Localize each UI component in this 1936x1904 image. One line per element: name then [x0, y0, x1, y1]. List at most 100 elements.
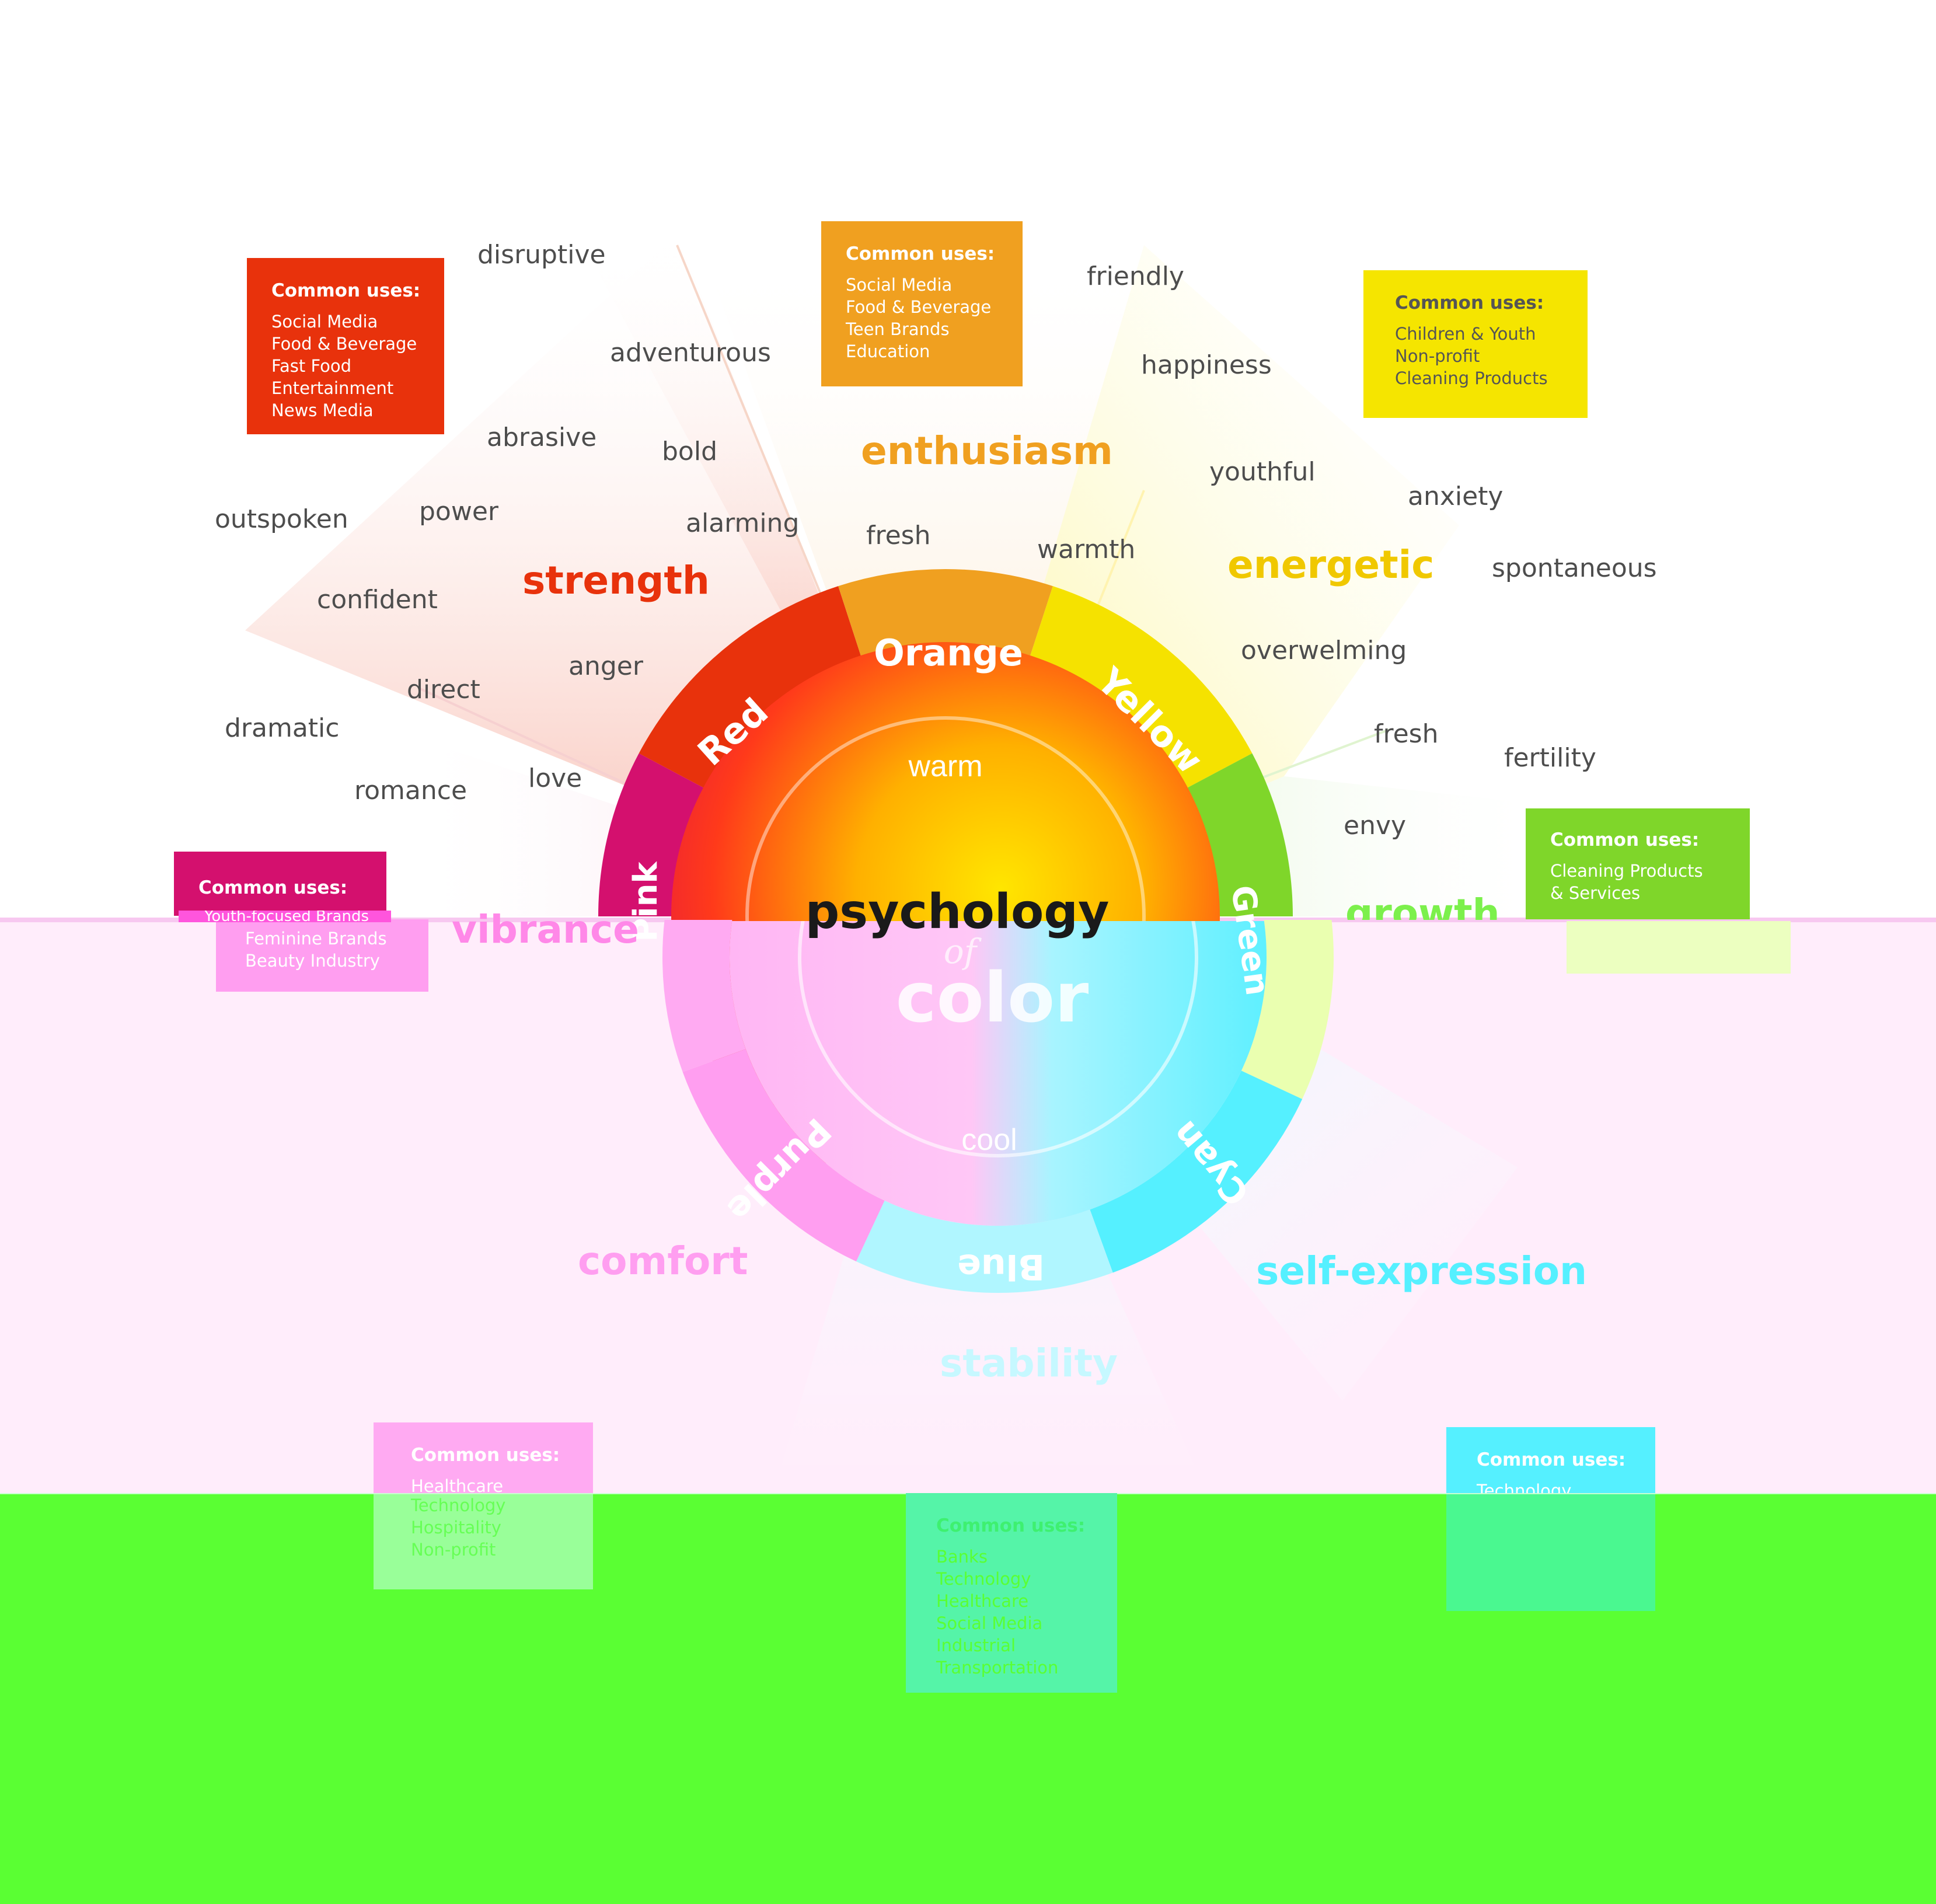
word-abrasive: abrasive	[487, 423, 597, 452]
uses-item: Education	[846, 341, 930, 361]
uses-item: Social Media	[846, 275, 953, 295]
uses-box-cyan: Common uses: Technology	[1446, 1427, 1655, 1501]
segment-label-blue: Blue	[957, 1246, 1045, 1287]
ring-lower	[662, 920, 1334, 1293]
uses-item: & Services	[1550, 883, 1641, 903]
ring-segment-cyan	[1090, 1070, 1303, 1273]
keyword-energetic: energetic	[1227, 542, 1435, 587]
uses-box-red: Common uses: Social Media Food & Beverag…	[247, 258, 444, 434]
title-color: color	[896, 957, 1089, 1038]
uses-item: Social Media	[936, 1613, 1043, 1633]
uses-item: Cleaning Products	[1395, 368, 1548, 388]
uses-box-pink-glitch-strip: Youth-focused Brands	[179, 911, 391, 922]
uses-header: Common uses:	[1550, 829, 1700, 850]
uses-item: Beauty Industry	[245, 951, 380, 971]
ring-segment-yellow	[1028, 586, 1253, 791]
uses-item: Transportation	[936, 1658, 1059, 1678]
cool-label: cool	[961, 1123, 1017, 1157]
uses-box-green: Common uses: Cleaning Products & Service…	[1526, 808, 1750, 919]
keyword-comfort: comfort	[578, 1239, 748, 1284]
uses-item: Children & Youth	[1395, 324, 1536, 344]
uses-item: Feminine Brands	[245, 929, 387, 948]
uses-item: Fast Food	[271, 356, 352, 376]
uses-box-green-glitch	[1567, 921, 1791, 974]
ring-segment-orange	[838, 569, 1053, 661]
uses-item: Non-profit	[411, 1540, 496, 1560]
uses-box-cyan-lower	[1446, 1494, 1655, 1611]
word-fresh-orange: fresh	[866, 521, 931, 550]
uses-header: Common uses:	[846, 243, 995, 264]
word-envy: envy	[1344, 811, 1407, 841]
word-spontaneous: spontaneous	[1492, 553, 1657, 583]
word-direct: direct	[407, 675, 480, 705]
ring-segment-blue	[856, 1200, 1113, 1293]
word-love: love	[528, 763, 582, 793]
word-fresh-green: fresh	[1374, 719, 1439, 749]
ring-upper	[598, 569, 1293, 916]
uses-item: Teen Brands	[846, 319, 950, 339]
ring-segment-green	[1182, 753, 1293, 916]
uses-box-orange: Common uses: Social Media Food & Beverag…	[821, 221, 1023, 386]
uses-item: Industrial	[936, 1636, 1016, 1655]
word-warmth: warmth	[1037, 535, 1136, 564]
keyword-stability: stability	[940, 1341, 1118, 1386]
keyword-strength: strength	[522, 558, 710, 603]
uses-box-yellow: Common uses: Children & Youth Non-profit…	[1363, 270, 1588, 418]
uses-header: Common uses:	[936, 1515, 1086, 1536]
keyword-self-expression: self-expression	[1256, 1249, 1588, 1293]
word-alarming: alarming	[686, 508, 800, 538]
wheel-core-cool	[730, 921, 1267, 1226]
ring-segment-pink	[598, 753, 709, 916]
word-happiness: happiness	[1141, 350, 1272, 380]
uses-item: Food & Beverage	[271, 334, 417, 354]
uses-item: Hospitality	[411, 1518, 501, 1537]
uses-header: Common uses:	[198, 877, 348, 898]
uses-item: Non-profit	[1395, 346, 1480, 366]
segment-label-pink: Pink	[627, 861, 665, 942]
word-overwelming: overwelming	[1241, 636, 1407, 665]
word-confident: confident	[317, 585, 438, 615]
uses-header: Common uses:	[1477, 1449, 1626, 1470]
ring-segment-purple	[682, 1049, 885, 1262]
uses-header: Common uses:	[411, 1445, 560, 1466]
segment-label-orange: Orange	[874, 632, 1023, 674]
uses-item: Food & Beverage	[846, 297, 992, 317]
word-outspoken: outspoken	[215, 504, 348, 534]
uses-item: Technology	[936, 1569, 1031, 1589]
uses-item: Healthcare	[936, 1591, 1029, 1611]
uses-item: Cleaning Products	[1550, 861, 1703, 881]
uses-box-purple-lower	[374, 1494, 593, 1589]
uses-item: Healthcare	[411, 1476, 504, 1496]
wheel-core-inner-ring-lower	[798, 921, 1198, 1157]
word-dramatic: dramatic	[225, 713, 340, 743]
keyword-enthusiasm: enthusiasm	[861, 428, 1113, 473]
word-disruptive: disruptive	[477, 240, 606, 270]
word-romance: romance	[354, 776, 468, 805]
uses-header: Common uses:	[1395, 292, 1544, 313]
keyword-vibrance: vibrance	[452, 907, 639, 952]
word-power: power	[419, 497, 498, 526]
uses-item: Technology	[411, 1495, 506, 1515]
uses-item: Social Media	[271, 312, 378, 332]
word-anxiety: anxiety	[1408, 482, 1504, 511]
uses-box-pink: Common uses:	[174, 852, 386, 916]
uses-item: Banks	[936, 1547, 988, 1567]
ring-segment-pink-glitch	[662, 920, 746, 1072]
word-youthful: youthful	[1209, 457, 1316, 487]
ring-segment-red	[639, 586, 863, 791]
keyword-growth: growth	[1345, 894, 1500, 920]
word-bold: bold	[662, 437, 718, 466]
title-psychology: psychology	[805, 884, 1110, 940]
uses-box-blue: Common uses: Banks Technology Healthcare…	[906, 1493, 1117, 1693]
uses-item: Entertainment	[271, 378, 394, 398]
uses-box-purple-lower-text: Technology Hospitality Non-profit	[374, 1494, 593, 1589]
uses-box-pink-glitch: Feminine Brands Beauty Industry	[216, 919, 428, 992]
warm-label: warm	[908, 749, 982, 783]
uses-item: News Media	[271, 400, 374, 420]
uses-header: Common uses:	[271, 280, 421, 301]
word-adventurous: adventurous	[610, 338, 771, 368]
word-fertility: fertility	[1504, 743, 1596, 773]
title-of: of	[944, 932, 982, 971]
word-anger: anger	[568, 651, 643, 681]
